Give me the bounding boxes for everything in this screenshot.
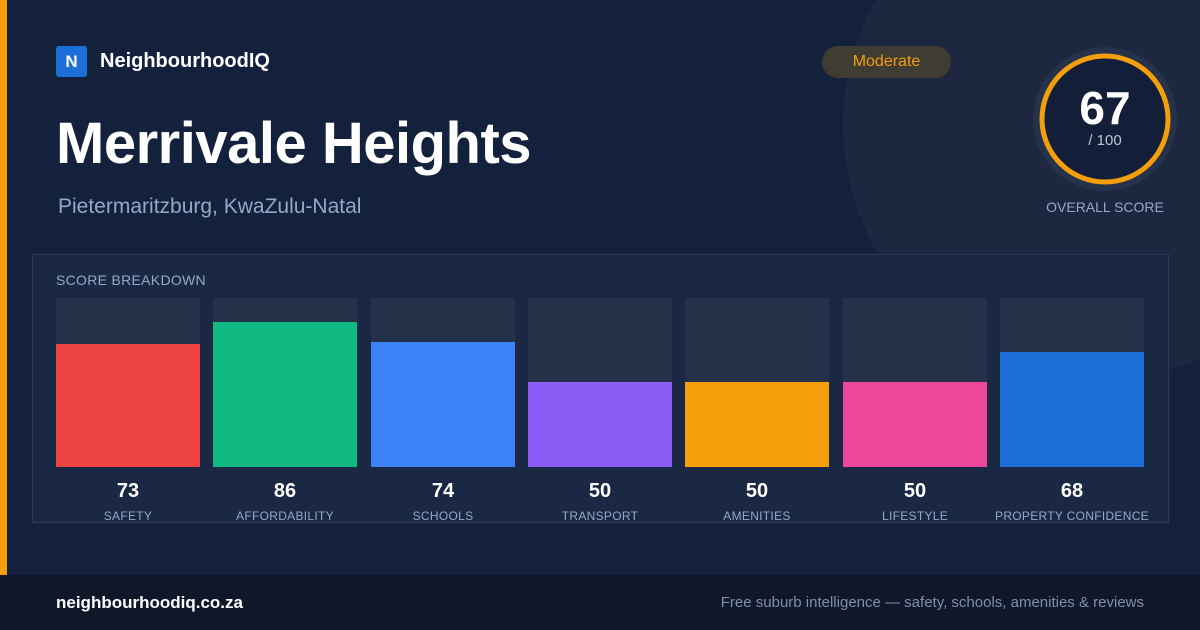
score-ring-progress [1039,53,1171,185]
bar-track [843,298,987,467]
bar-track [685,298,829,467]
brand-logo-icon: N [56,46,87,77]
score-ring-inner [1044,58,1166,180]
bar-value: 50 [745,480,769,502]
bar-fill [528,382,672,467]
bar-label: SCHOOLS [412,509,474,523]
bar-fill [843,382,987,467]
overall-score-max: / 100 [1088,132,1122,149]
overall-score-label: OVERALL SCORE [1046,199,1164,215]
bar-fill [1000,352,1144,467]
brand-name: NeighbourhoodIQ [100,50,270,72]
bar-value: 73 [116,480,140,502]
breakdown-title: SCORE BREAKDOWN [56,272,206,288]
bar-label: LIFESTYLE [881,509,949,523]
bar-track [56,298,200,467]
accent-bar [0,0,7,575]
bar-value: 86 [273,480,297,502]
bar-fill [56,344,200,467]
bar-label: PROPERTY CONFIDENCE [995,509,1149,523]
score-breakdown-panel: SCORE BREAKDOWN 73 SAFETY 86 AFFORDABILI… [32,254,1169,523]
bar-value: 74 [431,480,455,502]
bar-label: TRANSPORT [561,509,639,523]
footer: neighbourhoodiq.co.za Free suburb intell… [0,575,1200,630]
rating-badge: Moderate [822,46,951,78]
bar-track [528,298,672,467]
bar-label: AFFORDABILITY [236,509,334,523]
bar-label: AMENITIES [723,509,791,523]
brand: N NeighbourhoodIQ [56,46,270,77]
bar-value: 50 [903,480,927,502]
bar-fill [685,382,829,467]
suburb-location: Pietermaritzburg, KwaZulu-Natal [58,195,362,218]
bar-fill [371,342,515,467]
bar-label: SAFETY [103,509,153,523]
bar-track [213,298,357,467]
footer-url-link[interactable]: neighbourhoodiq.co.za [56,593,243,612]
bar-value: 50 [588,480,612,502]
suburb-title: Merrivale Heights [56,111,532,176]
overall-score-value: 67 [1079,82,1131,134]
bar-fill [213,322,357,467]
bar-track [371,298,515,467]
overall-score-ring [1033,47,1177,191]
footer-tagline: Free suburb intelligence — safety, schoo… [720,594,1144,611]
share-card: N NeighbourhoodIQ Merrivale Heights Piet… [0,0,1177,575]
bar-track [1000,298,1144,467]
bar-value: 68 [1060,480,1084,502]
